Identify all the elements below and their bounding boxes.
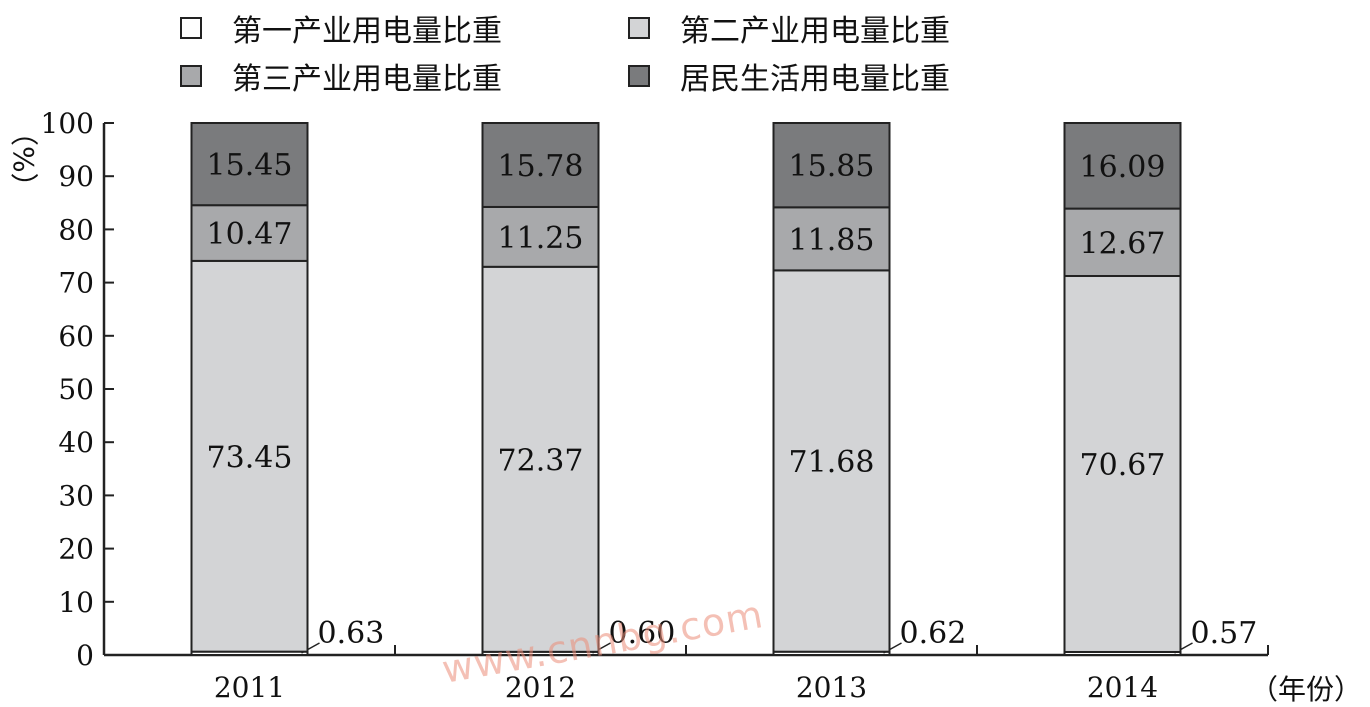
data-label: 10.47 bbox=[207, 217, 293, 252]
bar-segment bbox=[190, 204, 309, 262]
x-axis-label: （年份） bbox=[1250, 673, 1362, 706]
data-label: 16.09 bbox=[1080, 150, 1166, 185]
data-label: 0.62 bbox=[900, 616, 967, 651]
data-label: 15.85 bbox=[789, 149, 875, 184]
bar-segment bbox=[481, 205, 600, 268]
bar-segment bbox=[1063, 275, 1182, 653]
data-label: 11.25 bbox=[498, 221, 584, 256]
bar-segment bbox=[190, 122, 309, 207]
y-tick-label: 90 bbox=[58, 160, 94, 193]
y-tick-label: 0 bbox=[76, 639, 94, 672]
data-label: 71.68 bbox=[789, 445, 875, 480]
legend-swatch bbox=[180, 65, 202, 87]
y-tick-label: 60 bbox=[58, 320, 94, 353]
legend-item-secondary: 第二产业用电量比重 bbox=[628, 6, 950, 50]
x-tick-label: 2012 bbox=[505, 671, 576, 704]
legend-swatch bbox=[180, 17, 202, 39]
y-tick-label: 50 bbox=[58, 373, 94, 406]
y-tick-label: 40 bbox=[58, 426, 94, 459]
data-label: 15.45 bbox=[207, 148, 293, 183]
x-tick-label: 2013 bbox=[796, 671, 867, 704]
bar-segment bbox=[190, 259, 309, 653]
legend-label: 第三产业用电量比重 bbox=[232, 62, 502, 97]
y-tick-label: 100 bbox=[41, 107, 94, 140]
y-tick-label: 30 bbox=[58, 479, 94, 512]
y-tick-label: 70 bbox=[58, 267, 94, 300]
data-label: 73.45 bbox=[207, 440, 293, 475]
data-label: 0.57 bbox=[1191, 616, 1258, 651]
data-label: 15.78 bbox=[498, 149, 584, 184]
data-label: 0.63 bbox=[318, 616, 385, 651]
bar-segment bbox=[1063, 207, 1182, 278]
x-tick-label: 2011 bbox=[214, 671, 285, 704]
legend-swatch bbox=[628, 65, 650, 87]
legend-item-residential: 居民生活用电量比重 bbox=[628, 54, 950, 98]
legend-swatch bbox=[628, 17, 650, 39]
data-label: 12.67 bbox=[1080, 226, 1166, 261]
bar-segment bbox=[481, 122, 600, 208]
y-tick-label: 20 bbox=[58, 533, 94, 566]
y-tick-label: 10 bbox=[58, 586, 94, 619]
bar-segment bbox=[772, 122, 891, 209]
legend-label: 第二产业用电量比重 bbox=[680, 14, 950, 49]
legend-item-primary: 第一产业用电量比重 bbox=[180, 6, 502, 50]
data-label: 70.67 bbox=[1080, 448, 1166, 483]
bar-segment bbox=[772, 269, 891, 653]
x-tick-label: 2014 bbox=[1087, 671, 1158, 704]
data-label: 72.37 bbox=[498, 443, 584, 478]
legend-label: 第一产业用电量比重 bbox=[232, 14, 502, 49]
bar-segment bbox=[1063, 122, 1182, 210]
legend-item-tertiary: 第三产业用电量比重 bbox=[180, 54, 502, 98]
bar-segment bbox=[772, 206, 891, 272]
bar-segment bbox=[481, 265, 600, 653]
data-label: 0.60 bbox=[609, 616, 676, 651]
data-label: 11.85 bbox=[789, 223, 875, 258]
y-axis-label: （%） bbox=[7, 118, 40, 201]
legend-label: 居民生活用电量比重 bbox=[680, 62, 950, 97]
y-tick-label: 80 bbox=[58, 213, 94, 246]
